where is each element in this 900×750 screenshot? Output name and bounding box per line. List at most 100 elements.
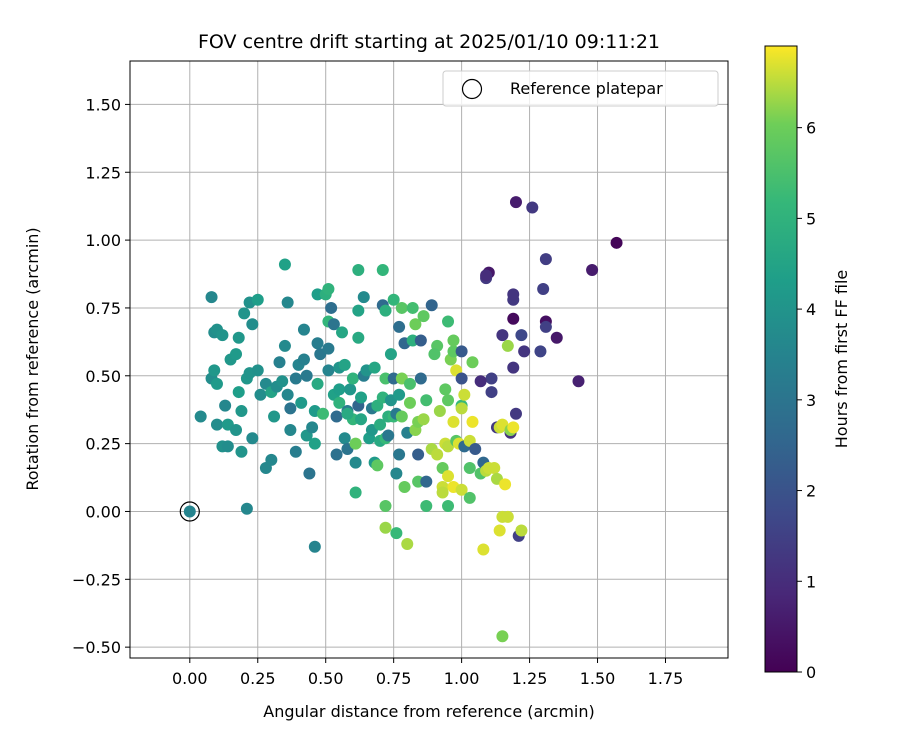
data-point bbox=[477, 543, 490, 556]
data-point bbox=[327, 318, 340, 331]
colorbar-tick-label: 0 bbox=[806, 663, 816, 682]
data-point bbox=[496, 630, 509, 643]
data-point bbox=[539, 320, 552, 333]
data-point bbox=[395, 410, 408, 423]
data-point bbox=[466, 415, 479, 428]
data-point bbox=[232, 331, 245, 344]
data-point bbox=[284, 402, 297, 415]
data-point bbox=[284, 424, 297, 437]
data-point bbox=[254, 388, 267, 401]
data-point bbox=[439, 383, 452, 396]
data-point bbox=[393, 448, 406, 461]
data-point bbox=[246, 432, 259, 445]
data-point bbox=[303, 467, 316, 480]
data-point bbox=[355, 391, 368, 404]
data-point bbox=[534, 345, 547, 358]
y-tick-label: 0.00 bbox=[85, 502, 121, 521]
y-axis-label: Rotation from reference (arcmin) bbox=[23, 227, 42, 490]
data-point bbox=[447, 415, 460, 428]
data-point bbox=[401, 538, 414, 551]
data-point bbox=[515, 329, 528, 342]
y-axis-ticks: −0.50 −0.25 0.00 0.25 0.50 0.75 1.00 1.25 1.50 bbox=[72, 95, 130, 657]
data-point bbox=[232, 386, 245, 399]
data-point bbox=[420, 394, 433, 407]
data-point bbox=[349, 437, 362, 450]
data-point bbox=[333, 396, 346, 409]
data-point bbox=[276, 375, 289, 388]
data-point bbox=[586, 263, 599, 276]
colorbar-label: Hours from first FF file bbox=[832, 270, 851, 449]
data-point bbox=[442, 315, 455, 328]
data-point bbox=[507, 421, 520, 434]
data-point bbox=[610, 236, 623, 249]
data-point bbox=[425, 299, 438, 312]
data-point bbox=[265, 453, 278, 466]
y-tick-label: 0.75 bbox=[85, 299, 121, 318]
data-point bbox=[208, 364, 221, 377]
data-point bbox=[281, 296, 294, 309]
plot-frame bbox=[129, 60, 729, 659]
data-point bbox=[474, 375, 487, 388]
data-points bbox=[179, 196, 623, 643]
data-point bbox=[485, 372, 498, 385]
data-point bbox=[352, 304, 365, 317]
data-point bbox=[295, 396, 308, 409]
data-point bbox=[322, 282, 335, 295]
data-point bbox=[308, 437, 321, 450]
x-axis-label: Angular distance from reference (arcmin) bbox=[263, 702, 594, 721]
data-point bbox=[406, 301, 419, 314]
data-point bbox=[526, 201, 539, 214]
x-tick-label: 1.25 bbox=[512, 669, 548, 688]
data-point bbox=[480, 269, 493, 282]
data-point bbox=[371, 459, 384, 472]
data-point bbox=[289, 372, 302, 385]
data-point bbox=[235, 445, 248, 458]
chart-title: FOV centre drift starting at 2025/01/10 … bbox=[198, 31, 660, 53]
data-point bbox=[268, 410, 281, 423]
data-point bbox=[251, 293, 264, 306]
data-point bbox=[384, 348, 397, 361]
data-point bbox=[325, 301, 338, 314]
data-point bbox=[316, 407, 329, 420]
data-point bbox=[387, 293, 400, 306]
data-point bbox=[308, 540, 321, 553]
y-tick-label: 0.50 bbox=[85, 367, 121, 386]
data-point bbox=[341, 407, 354, 420]
colorbar: 0 1 2 3 4 5 6 Hours from first FF file bbox=[764, 45, 851, 682]
y-tick-label: 1.50 bbox=[85, 95, 121, 114]
data-point bbox=[515, 524, 528, 537]
data-point bbox=[300, 369, 313, 382]
data-point bbox=[485, 386, 498, 399]
data-point bbox=[376, 263, 389, 276]
x-tick-label: 0.50 bbox=[308, 669, 344, 688]
x-tick-label: 0.25 bbox=[240, 669, 276, 688]
legend-marker-reference bbox=[461, 78, 483, 100]
y-tick-label: 1.25 bbox=[85, 163, 121, 182]
data-point bbox=[403, 377, 416, 390]
data-point bbox=[537, 282, 550, 295]
data-point bbox=[455, 483, 468, 496]
legend: Reference platepar bbox=[442, 70, 719, 107]
data-point bbox=[518, 345, 531, 358]
data-point bbox=[442, 500, 455, 513]
data-point bbox=[436, 486, 449, 499]
data-point bbox=[493, 524, 506, 537]
data-point bbox=[431, 448, 444, 461]
data-point bbox=[395, 301, 408, 314]
colorbar-tick-label: 4 bbox=[806, 300, 816, 319]
x-tick-label: 1.50 bbox=[580, 669, 616, 688]
data-point bbox=[219, 399, 232, 412]
data-point bbox=[210, 418, 223, 431]
data-point bbox=[281, 388, 294, 401]
reference-platepar-marker bbox=[179, 501, 200, 522]
data-point bbox=[539, 253, 552, 266]
x-tick-label: 0.75 bbox=[376, 669, 412, 688]
colorbar-ticks: 0 1 2 3 4 5 6 bbox=[797, 119, 816, 682]
data-point bbox=[311, 337, 324, 350]
data-point bbox=[338, 358, 351, 371]
data-point bbox=[501, 510, 514, 523]
grid bbox=[130, 61, 728, 658]
data-point bbox=[398, 481, 411, 494]
colorbar-tick-label: 6 bbox=[806, 119, 816, 138]
data-point bbox=[447, 334, 460, 347]
